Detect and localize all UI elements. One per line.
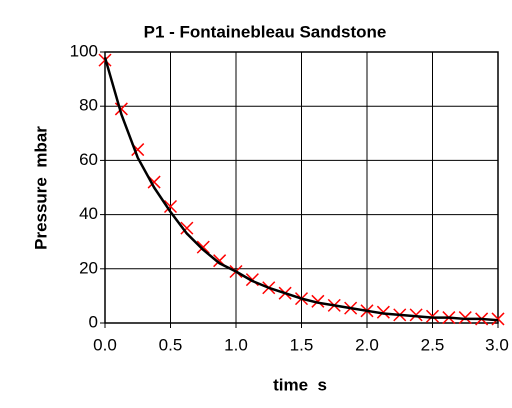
- marker: [163, 199, 178, 214]
- line: [103, 57, 499, 322]
- y-tick-label: 80: [79, 96, 98, 115]
- marker: [311, 294, 325, 308]
- x-tick-label: 3.0: [485, 335, 509, 354]
- marker: [425, 309, 440, 323]
- marker: [180, 221, 194, 235]
- y-tick-label: 40: [79, 204, 98, 223]
- x-tick-label: 2.0: [355, 335, 379, 354]
- y-axis-label: Pressure mbar: [31, 126, 50, 250]
- marker: [458, 311, 472, 325]
- plot-frame: [104, 51, 499, 324]
- y-tick-label: 0: [89, 312, 98, 331]
- x-tick-label: 2.5: [421, 335, 445, 354]
- x-tick-label: 0.0: [93, 335, 117, 354]
- x-tick-label: 1.0: [224, 335, 248, 354]
- x-axis-label: time s: [273, 375, 327, 394]
- x-tick-label: 0.5: [159, 335, 183, 354]
- y-tick-label: 100: [70, 41, 98, 60]
- y-tick-label: 60: [79, 150, 98, 169]
- marker: [196, 240, 210, 254]
- marker: [409, 308, 423, 322]
- x-tick-label: 1.5: [290, 335, 314, 354]
- chart-title: P1 - Fontainebleau Sandstone: [144, 22, 387, 41]
- y-tick-label: 20: [79, 258, 98, 277]
- marker: [491, 312, 505, 326]
- marker: [376, 305, 390, 319]
